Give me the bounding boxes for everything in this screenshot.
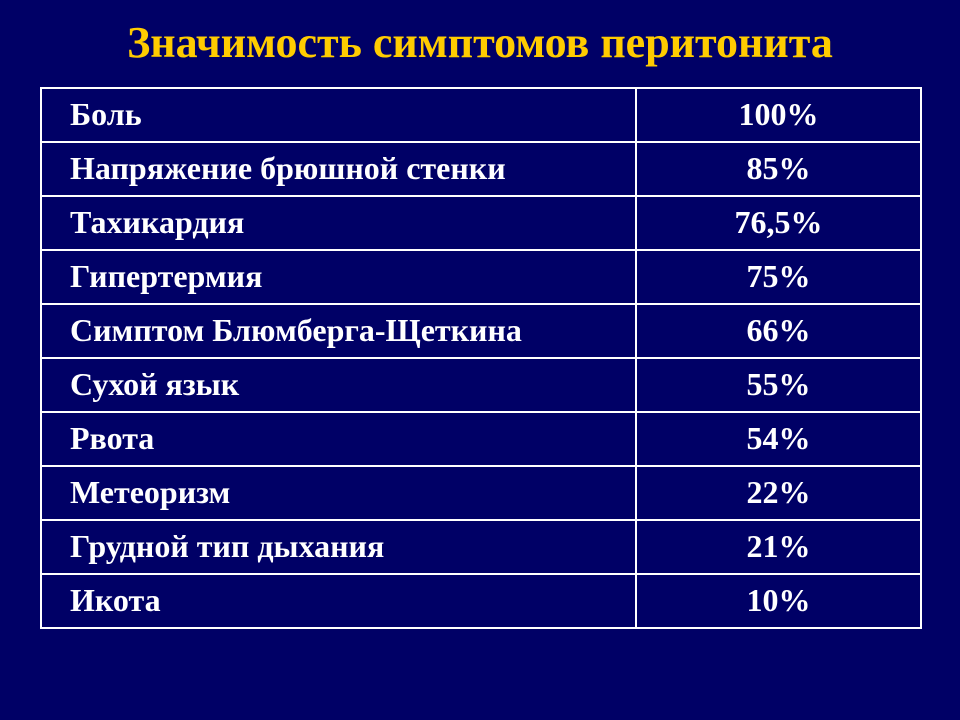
symptom-cell: Сухой язык [41, 358, 636, 412]
percent-cell: 100% [636, 88, 921, 142]
percent-cell: 66% [636, 304, 921, 358]
symptom-table-wrap: Боль 100% Напряжение брюшной стенки 85% … [40, 87, 920, 629]
percent-cell: 55% [636, 358, 921, 412]
slide: Значимость симптомов перитонита Боль 100… [0, 0, 960, 720]
symptom-cell: Метеоризм [41, 466, 636, 520]
slide-title: Значимость симптомов перитонита [48, 18, 912, 69]
symptom-cell: Грудной тип дыхания [41, 520, 636, 574]
symptom-cell: Рвота [41, 412, 636, 466]
table-row: Метеоризм 22% [41, 466, 921, 520]
table-row: Тахикардия 76,5% [41, 196, 921, 250]
symptom-table: Боль 100% Напряжение брюшной стенки 85% … [40, 87, 922, 629]
percent-cell: 22% [636, 466, 921, 520]
symptom-cell: Симптом Блюмберга-Щеткина [41, 304, 636, 358]
table-row: Боль 100% [41, 88, 921, 142]
table-row: Грудной тип дыхания 21% [41, 520, 921, 574]
symptom-cell: Гипертермия [41, 250, 636, 304]
symptom-cell: Напряжение брюшной стенки [41, 142, 636, 196]
symptom-cell: Тахикардия [41, 196, 636, 250]
percent-cell: 10% [636, 574, 921, 628]
percent-cell: 75% [636, 250, 921, 304]
symptom-cell: Икота [41, 574, 636, 628]
table-row: Гипертермия 75% [41, 250, 921, 304]
percent-cell: 76,5% [636, 196, 921, 250]
percent-cell: 54% [636, 412, 921, 466]
table-row: Сухой язык 55% [41, 358, 921, 412]
percent-cell: 21% [636, 520, 921, 574]
table-row: Напряжение брюшной стенки 85% [41, 142, 921, 196]
table-row: Рвота 54% [41, 412, 921, 466]
table-row: Симптом Блюмберга-Щеткина 66% [41, 304, 921, 358]
percent-cell: 85% [636, 142, 921, 196]
table-row: Икота 10% [41, 574, 921, 628]
symptom-cell: Боль [41, 88, 636, 142]
